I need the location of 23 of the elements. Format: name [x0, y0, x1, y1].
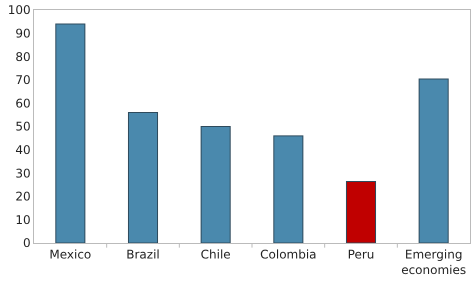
- y-tick-label: 0: [22, 236, 31, 250]
- y-tick-label: 40: [15, 143, 31, 157]
- bar: [55, 23, 86, 243]
- x-tick-label: Chile: [200, 247, 231, 262]
- bar: [128, 112, 158, 243]
- bar: [273, 135, 304, 243]
- y-tick-label: 100: [8, 3, 31, 18]
- y-tick-label: 50: [15, 120, 31, 134]
- bar: [346, 180, 376, 243]
- x-tick-label: Emerging economies: [401, 247, 466, 277]
- y-tick-label: 70: [15, 73, 31, 88]
- y-tick-label: 10: [15, 212, 31, 227]
- y-tick-label: 60: [15, 96, 31, 110]
- bar: [418, 78, 449, 243]
- y-tick-label: 90: [15, 26, 31, 40]
- x-tick-label: Brazil: [126, 247, 160, 262]
- x-tick-label: Colombia: [260, 247, 317, 262]
- y-tick-label: 30: [15, 166, 31, 180]
- y-tick-label: 20: [15, 190, 31, 204]
- bar: [200, 126, 231, 243]
- y-tick-label: 80: [15, 50, 31, 64]
- x-tick-label: Mexico: [49, 247, 92, 262]
- x-tick-label: Peru: [348, 247, 374, 262]
